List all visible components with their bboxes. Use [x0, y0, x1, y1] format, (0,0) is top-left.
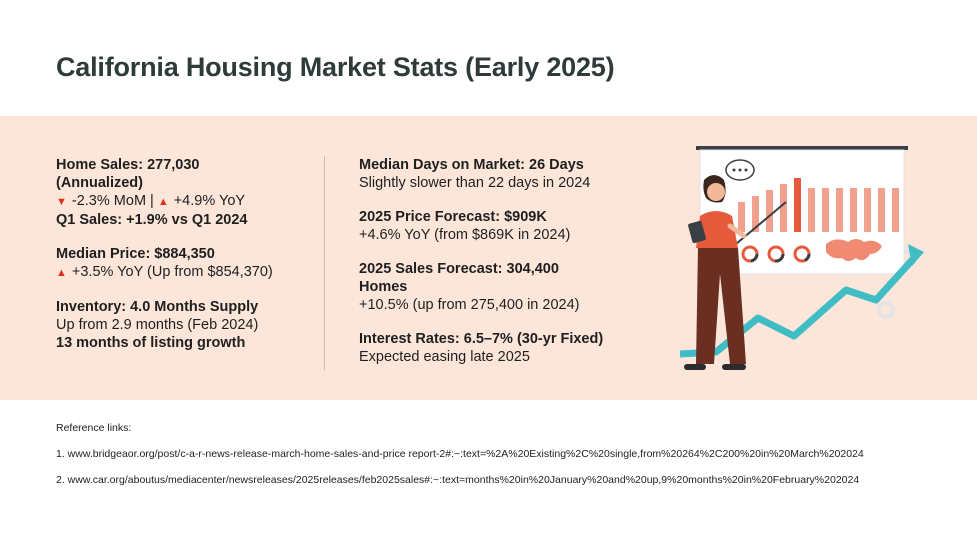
median-price-title: Median Price: $884,350	[56, 246, 215, 262]
reference-link[interactable]: 1. www.bridgeaor.org/post/c-a-r-news-rel…	[56, 448, 864, 460]
interest-rates-line: Expected easing late 2025	[359, 349, 530, 365]
inventory-block: Inventory: 4.0 Months Supply Up from 2.9…	[56, 298, 306, 352]
days-on-market-title: Median Days on Market: 26 Days	[359, 157, 584, 173]
mom-change: -2.3% MoM	[71, 193, 147, 209]
home-sales-subtitle: (Annualized)	[56, 175, 143, 191]
left-stats-column: Home Sales: 277,030 (Annualized) ▼ -2.3% …	[56, 156, 306, 368]
sales-forecast-title: 2025 Sales Forecast: 304,400	[359, 261, 559, 277]
references-heading: Reference links:	[56, 422, 132, 434]
median-price-yoy: +3.5% YoY (Up from $854,370)	[71, 264, 273, 280]
q1-sales: Q1 Sales: +1.9% vs Q1 2024	[56, 212, 248, 228]
board-bar-chart	[738, 178, 899, 232]
trend-arrow-head-icon	[908, 244, 924, 266]
sales-forecast-block: 2025 Sales Forecast: 304,400 Homes +10.5…	[359, 260, 639, 314]
home-sales-title: Home Sales: 277,030	[56, 157, 200, 173]
inventory-growth: 13 months of listing growth	[56, 335, 246, 351]
page-title: California Housing Market Stats (Early 2…	[56, 52, 615, 82]
days-on-market-line: Slightly slower than 22 days in 2024	[359, 175, 591, 191]
price-forecast-line: +4.6% YoY (from $869K in 2024)	[359, 227, 571, 243]
trend-arrow-line	[679, 255, 917, 358]
woman-presenter	[684, 175, 747, 370]
sales-forecast-line: +10.5% (up from 275,400 in 2024)	[359, 297, 580, 313]
reference-link[interactable]: 2. www.car.org/aboutus/mediacenter/newsr…	[56, 474, 860, 486]
interest-rates-title: Interest Rates: 6.5–7% (30-yr Fixed)	[359, 331, 604, 347]
median-price-block: Median Price: $884,350 ▲ +3.5% YoY (Up fr…	[56, 245, 306, 282]
world-map-icon	[826, 239, 882, 261]
down-triangle-icon: ▼	[56, 196, 67, 208]
home-sales-change: ▼ -2.3% MoM | ▲ +4.9% YoY	[56, 192, 306, 211]
up-triangle-icon: ▲	[157, 196, 169, 208]
board-top-bar	[696, 146, 908, 150]
inventory-title: Inventory: 4.0 Months Supply	[56, 299, 259, 315]
column-divider	[324, 156, 325, 370]
stats-panel: Home Sales: 277,030 (Annualized) ▼ -2.3% …	[0, 116, 977, 400]
right-stats-column: Median Days on Market: 26 Days Slightly …	[359, 156, 639, 382]
references-section: Reference links: 1. www.bridgeaor.org/po…	[56, 422, 864, 500]
gear-icon	[877, 301, 895, 319]
days-on-market-block: Median Days on Market: 26 Days Slightly …	[359, 156, 639, 192]
interest-rates-block: Interest Rates: 6.5–7% (30-yr Fixed) Exp…	[359, 330, 639, 366]
presenter-illustration	[679, 146, 924, 370]
price-forecast-block: 2025 Price Forecast: $909K +4.6% YoY (fr…	[359, 208, 639, 244]
yoy-change: +4.9% YoY	[173, 193, 246, 209]
inventory-line: Up from 2.9 months (Feb 2024)	[56, 317, 259, 333]
separator: |	[150, 193, 154, 209]
price-forecast-title: 2025 Price Forecast: $909K	[359, 209, 547, 225]
home-sales-block: Home Sales: 277,030 (Annualized) ▼ -2.3% …	[56, 156, 306, 229]
median-price-change: ▲ +3.5% YoY (Up from $854,370)	[56, 263, 306, 282]
board-donut-charts	[741, 245, 811, 263]
up-triangle-icon: ▲	[56, 267, 67, 279]
sales-forecast-title-2: Homes	[359, 279, 408, 295]
